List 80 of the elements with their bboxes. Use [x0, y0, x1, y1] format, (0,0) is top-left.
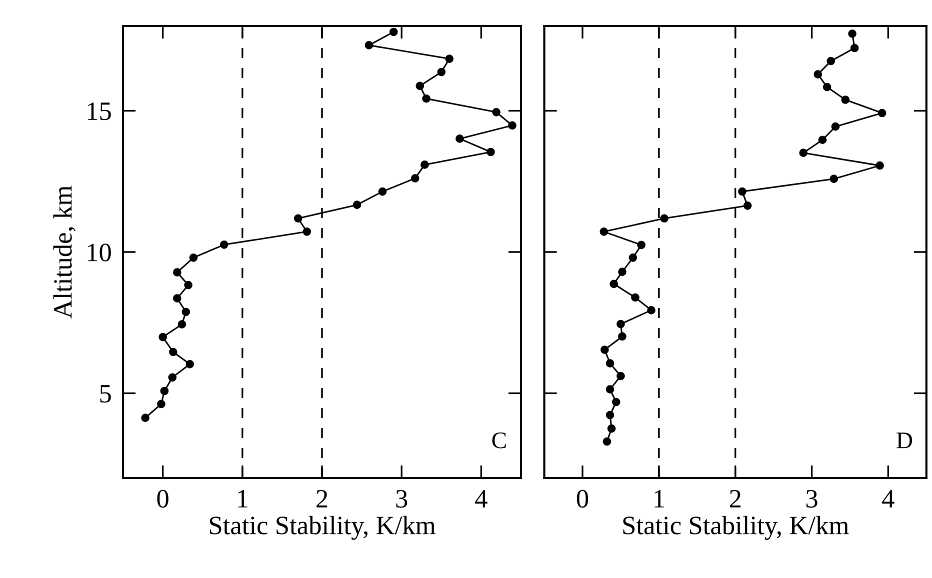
point	[628, 253, 638, 262]
y-tick-label: 10	[88, 244, 111, 262]
point	[416, 82, 424, 90]
point	[169, 348, 178, 356]
point	[178, 320, 186, 328]
x-tick-label: 4	[882, 490, 894, 508]
point	[352, 200, 362, 209]
annotation: C	[492, 432, 506, 448]
point	[600, 228, 608, 236]
point	[850, 44, 859, 52]
y-axis-title: Altitude, km	[53, 186, 76, 318]
point	[637, 240, 646, 250]
point	[378, 187, 387, 196]
y-tick-label: 5	[100, 385, 111, 403]
point	[184, 280, 192, 290]
point	[822, 82, 832, 92]
point	[841, 96, 850, 104]
point	[876, 161, 884, 170]
point	[172, 294, 182, 303]
point	[826, 56, 836, 66]
point	[389, 28, 398, 36]
x-axis-title: Static Stability, K/km	[623, 516, 849, 540]
point	[738, 187, 746, 196]
point	[422, 94, 430, 103]
x-tick-label: 2	[730, 490, 740, 508]
point	[606, 410, 614, 420]
point	[616, 320, 625, 328]
point	[647, 306, 656, 314]
point	[660, 214, 668, 223]
point	[294, 214, 302, 223]
point	[831, 122, 840, 131]
point	[445, 54, 454, 63]
point	[508, 121, 516, 130]
point	[606, 359, 614, 368]
point	[878, 108, 886, 118]
point	[743, 202, 752, 210]
point	[172, 268, 182, 277]
point	[600, 346, 609, 354]
x-tick-label: 2	[316, 490, 328, 508]
x-tick-label: 3	[806, 490, 818, 508]
point	[602, 437, 612, 446]
point	[141, 414, 150, 422]
x-tick-label: 0	[157, 490, 168, 508]
point	[818, 136, 827, 144]
point	[848, 29, 856, 38]
point	[437, 68, 446, 76]
point	[456, 134, 464, 143]
point	[364, 41, 374, 50]
x-tick-label: 4	[475, 490, 488, 508]
point	[618, 332, 626, 341]
point	[606, 385, 614, 394]
point	[157, 400, 166, 408]
point	[616, 372, 625, 380]
annotation: D	[896, 432, 912, 448]
point	[492, 108, 500, 116]
point	[160, 386, 169, 396]
point	[302, 228, 312, 236]
point	[830, 174, 838, 184]
point	[410, 174, 420, 182]
point	[182, 308, 190, 316]
x-tick-label: 3	[396, 490, 408, 508]
point	[814, 70, 822, 78]
point	[220, 240, 228, 249]
point	[189, 253, 198, 262]
x-axis-title: Static Stability, K/km	[210, 516, 436, 540]
x-tick-label: 0	[576, 490, 588, 508]
point	[799, 148, 808, 158]
point	[486, 148, 495, 156]
y-tick-label: 15	[88, 102, 111, 120]
x-tick-label: 1	[238, 490, 248, 508]
point	[610, 280, 618, 288]
x-tick-label: 1	[654, 490, 664, 508]
point	[631, 293, 640, 302]
point	[186, 360, 194, 368]
point	[612, 398, 620, 406]
point	[618, 268, 626, 276]
point	[607, 424, 616, 433]
point	[420, 160, 429, 169]
point	[168, 373, 177, 382]
point	[158, 332, 167, 342]
